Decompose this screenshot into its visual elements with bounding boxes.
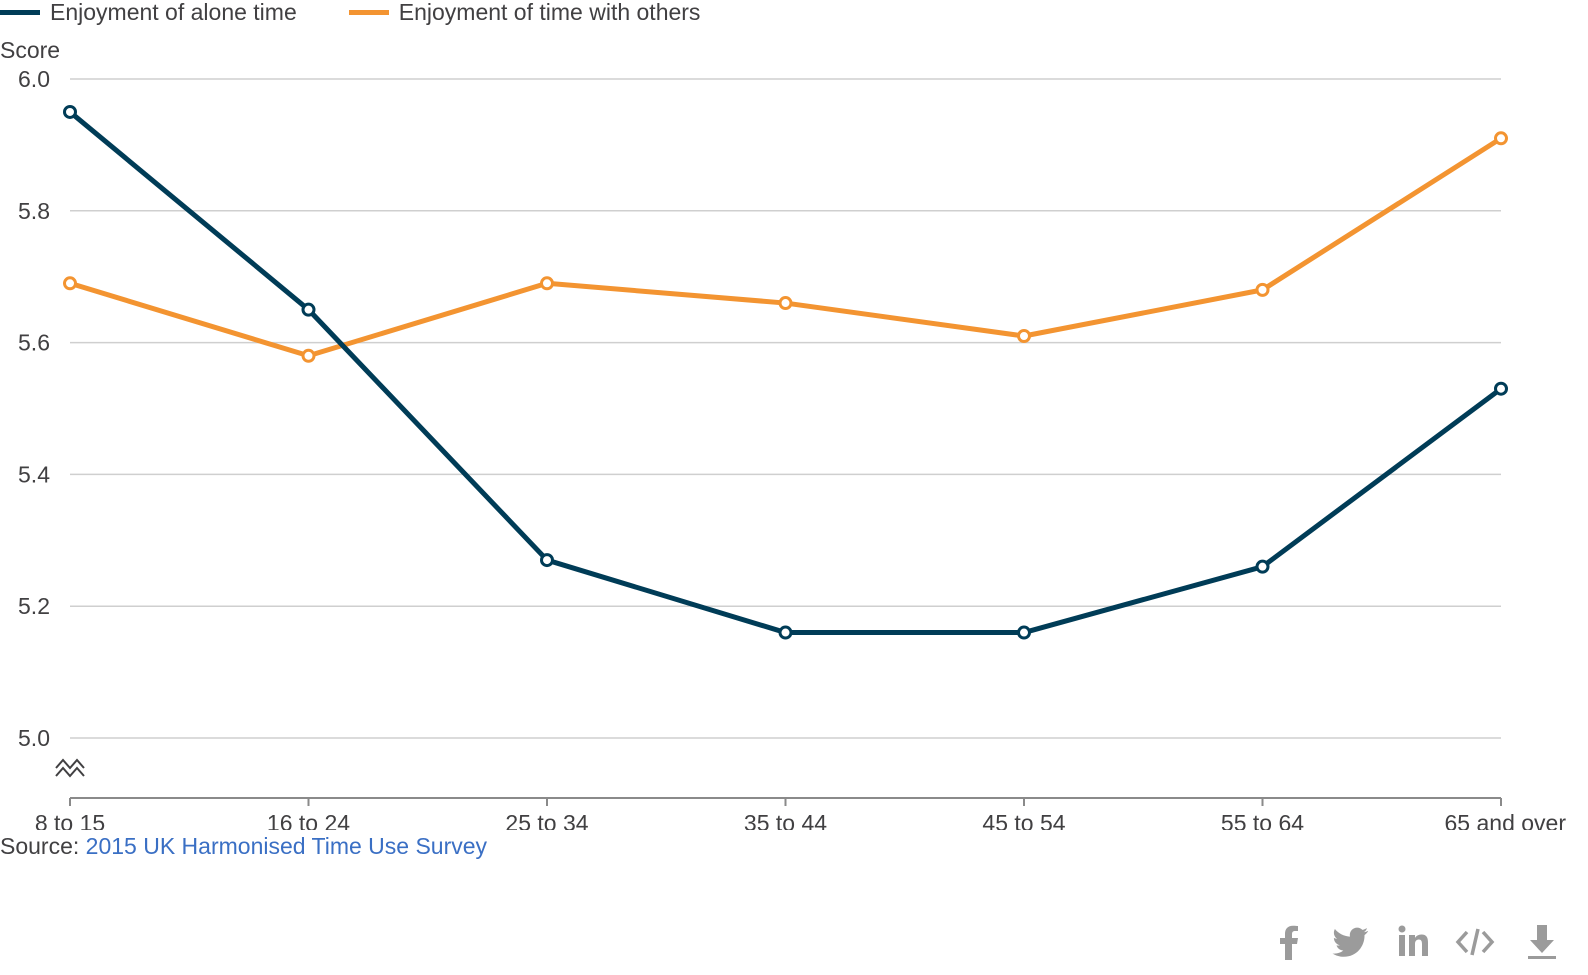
twitter-icon[interactable] — [1330, 922, 1370, 962]
data-point — [778, 296, 793, 311]
chart-legend: Enjoyment of alone time Enjoyment of tim… — [0, 0, 752, 32]
data-point — [1494, 381, 1508, 396]
series-line — [67, 135, 1504, 359]
data-point — [1255, 282, 1270, 297]
x-tick-label: 25 to 34 — [505, 810, 588, 830]
data-point — [63, 104, 77, 119]
y-tick-label: 5.2 — [18, 593, 50, 619]
legend-swatch-alone — [0, 9, 40, 15]
axis-break-icon — [55, 758, 85, 770]
legend-label-alone: Enjoyment of alone time — [50, 0, 297, 25]
line-chart: Score 6.0 5.8 5.6 5.4 5.2 5.0 8 to 15 16 to 24 25… — [0, 37, 1567, 830]
y-tick-label: 5.6 — [18, 330, 50, 356]
source-note: Source: 2015 UK Harmonised Time Use Surv… — [0, 833, 487, 860]
source-link[interactable]: 2015 UK Harmonised Time Use Survey — [85, 833, 488, 859]
data-point — [301, 302, 316, 317]
legend-item-others: Enjoyment of time with others — [348, 0, 701, 26]
y-tick-label: 5.0 — [18, 725, 50, 751]
source-prefix: Source: — [0, 833, 80, 859]
series-line — [67, 109, 1504, 636]
data-point — [778, 625, 793, 640]
embed-code-icon[interactable] — [1455, 922, 1495, 962]
y-tick-label: 6.0 — [18, 66, 50, 92]
data-point — [301, 348, 316, 363]
legend-label-others: Enjoyment of time with others — [398, 0, 701, 25]
x-tick-label: 8 to 15 — [35, 810, 105, 830]
y-tick-label: 5.4 — [18, 461, 50, 487]
x-tick-label: 45 to 54 — [982, 810, 1065, 830]
data-point — [1494, 131, 1508, 146]
data-point — [1017, 329, 1031, 344]
linkedin-icon[interactable] — [1395, 922, 1435, 962]
legend-swatch-others — [348, 9, 389, 15]
facebook-icon[interactable] — [1270, 922, 1310, 962]
x-tick-label: 35 to 44 — [744, 810, 827, 830]
y-tick-label: 5.8 — [18, 198, 50, 224]
data-point — [1017, 625, 1031, 640]
download-icon[interactable] — [1522, 922, 1562, 962]
data-point — [63, 276, 77, 291]
data-point — [1255, 559, 1270, 574]
x-tick-label: 16 to 24 — [267, 810, 350, 830]
y-axis-title: Score — [0, 37, 60, 63]
legend-item-alone: Enjoyment of alone time — [0, 0, 297, 26]
x-tick-label: 65 and over — [1445, 810, 1567, 830]
x-tick-label: 55 to 64 — [1221, 810, 1304, 830]
axis-break-icon — [55, 766, 85, 778]
data-point — [540, 276, 554, 291]
data-point — [540, 553, 554, 568]
